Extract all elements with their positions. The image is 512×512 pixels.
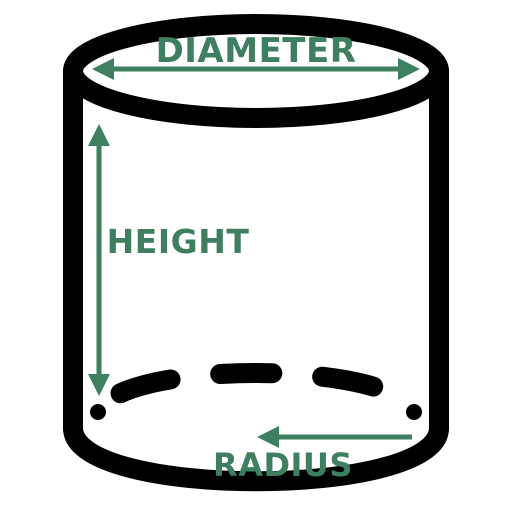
radius-arrow bbox=[257, 426, 412, 448]
diameter-arrow bbox=[92, 58, 420, 80]
radius-label: RADIUS bbox=[213, 446, 353, 484]
right-base-cap bbox=[406, 404, 422, 420]
left-base-cap bbox=[90, 404, 106, 420]
diameter-label: DIAMETER bbox=[156, 31, 357, 71]
bottom-hidden-arc bbox=[88, 363, 424, 422]
bottom-front-arc bbox=[63, 418, 449, 492]
height-label: HEIGHT bbox=[107, 222, 250, 261]
height-arrow bbox=[88, 124, 110, 396]
cylinder-outline bbox=[63, 14, 449, 492]
